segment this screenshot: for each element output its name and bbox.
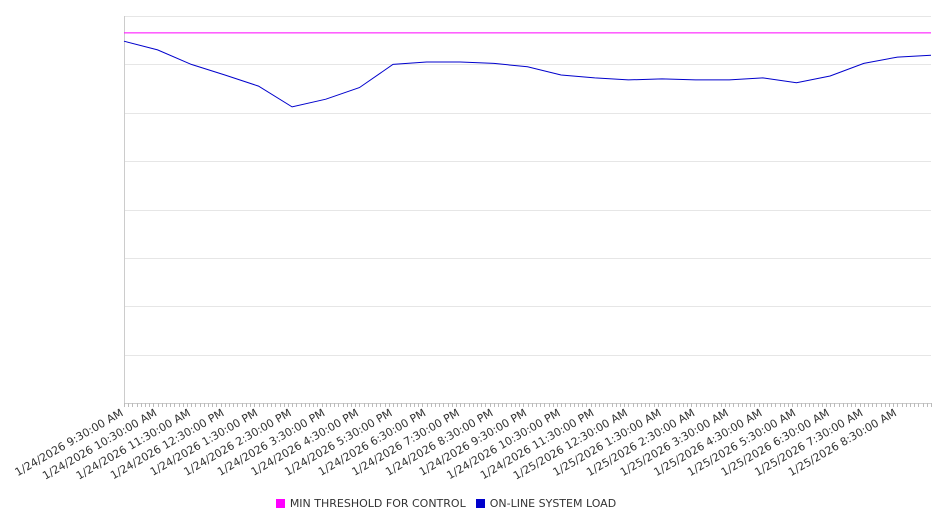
x-axis-ticks: 1/24/2026 9:30:00 AM1/24/2026 10:30:00 A…: [13, 403, 932, 483]
gridlines: [124, 16, 931, 404]
legend: MIN THRESHOLD FOR CONTROL ON-LINE SYSTEM…: [0, 497, 892, 510]
legend-entry-threshold[interactable]: MIN THRESHOLD FOR CONTROL: [275, 497, 466, 510]
axes: [124, 16, 931, 404]
legend-swatch-system-load: [475, 499, 485, 508]
series-lines: [123, 32, 932, 108]
legend-label-system-load: ON-LINE SYSTEM LOAD: [489, 497, 617, 510]
legend-swatch-threshold: [275, 499, 285, 508]
legend-label-threshold: MIN THRESHOLD FOR CONTROL: [289, 497, 466, 510]
legend-entry-system-load[interactable]: ON-LINE SYSTEM LOAD: [475, 497, 617, 510]
series-line-system-load: [123, 40, 932, 108]
